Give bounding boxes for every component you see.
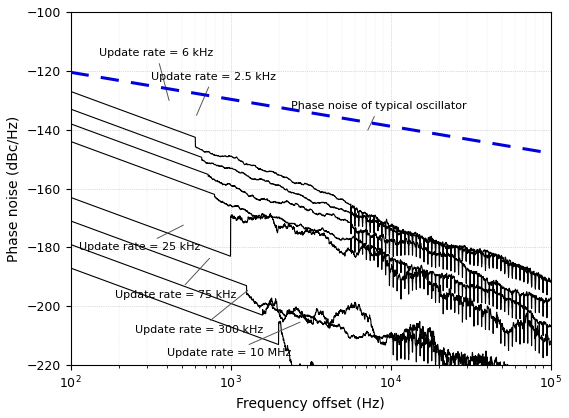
Text: Update rate = 2.5 kHz: Update rate = 2.5 kHz — [151, 72, 275, 115]
Text: Update rate = 10 MHz: Update rate = 10 MHz — [167, 322, 300, 358]
X-axis label: Frequency offset (Hz): Frequency offset (Hz) — [236, 397, 385, 411]
Text: Update rate = 300 kHz: Update rate = 300 kHz — [135, 291, 263, 335]
Y-axis label: Phase noise (dBc/Hz): Phase noise (dBc/Hz) — [7, 115, 21, 262]
Text: Update rate = 25 kHz: Update rate = 25 kHz — [79, 225, 200, 252]
Text: Phase noise of typical oscillator: Phase noise of typical oscillator — [291, 101, 467, 130]
Text: Update rate = 6 kHz: Update rate = 6 kHz — [100, 48, 213, 100]
Text: Update rate = 75 kHz: Update rate = 75 kHz — [116, 258, 237, 300]
